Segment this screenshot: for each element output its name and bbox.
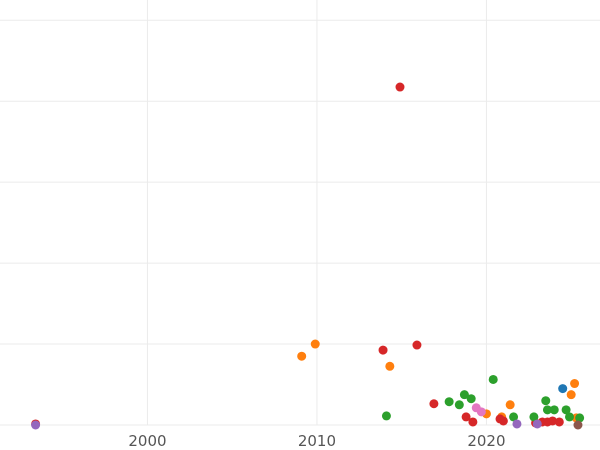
data-point-s1-1 [378, 345, 388, 355]
data-point-s1-0 [395, 82, 405, 92]
data-point-s2-11 [561, 405, 571, 415]
data-point-s2-4 [466, 394, 476, 404]
data-point-s0-6 [566, 390, 576, 400]
data-point-s1-12 [554, 417, 564, 427]
data-point-s2-12 [564, 412, 574, 422]
data-point-s1-11 [548, 416, 558, 426]
data-point-s2-9 [542, 405, 552, 415]
data-point-s2-5 [488, 374, 498, 384]
data-point-s0-2 [385, 361, 395, 371]
x-tick-label-1: 2010 [298, 432, 336, 450]
data-point-s2-7 [529, 412, 539, 422]
x-tick-label-0: 2000 [128, 432, 166, 450]
data-point-s4-2 [532, 419, 542, 429]
data-point-s1-2 [412, 340, 422, 350]
data-point-s2-2 [454, 400, 464, 410]
data-point-s2-10 [549, 405, 559, 415]
data-point-s5-1 [476, 407, 486, 417]
x-tick-label-2: 2020 [467, 432, 505, 450]
data-point-s1-7 [498, 416, 508, 426]
data-point-s0-5 [505, 400, 515, 410]
data-points [31, 82, 585, 430]
data-point-s4-1 [512, 419, 522, 429]
vertical-gridlines [146, 0, 487, 425]
data-point-s2-8 [541, 396, 551, 406]
data-point-s3-0 [558, 384, 568, 394]
data-point-s1-5 [468, 417, 478, 427]
data-point-s2-1 [444, 397, 454, 407]
data-point-s2-3 [459, 390, 469, 400]
data-point-s1-3 [429, 399, 439, 409]
data-point-s0-0 [297, 351, 307, 361]
data-point-s0-1 [310, 339, 320, 349]
data-point-s2-13 [575, 413, 585, 423]
data-point-s4-0 [31, 420, 41, 430]
data-point-s2-6 [509, 412, 519, 422]
data-point-s0-7 [570, 379, 580, 389]
horizontal-gridlines [0, 19, 600, 426]
data-point-s2-0 [381, 411, 391, 421]
data-point-s1-4 [461, 412, 471, 422]
x-axis-tick-labels: 2000 2010 2020 [128, 432, 505, 450]
data-point-s6-0 [573, 420, 583, 430]
